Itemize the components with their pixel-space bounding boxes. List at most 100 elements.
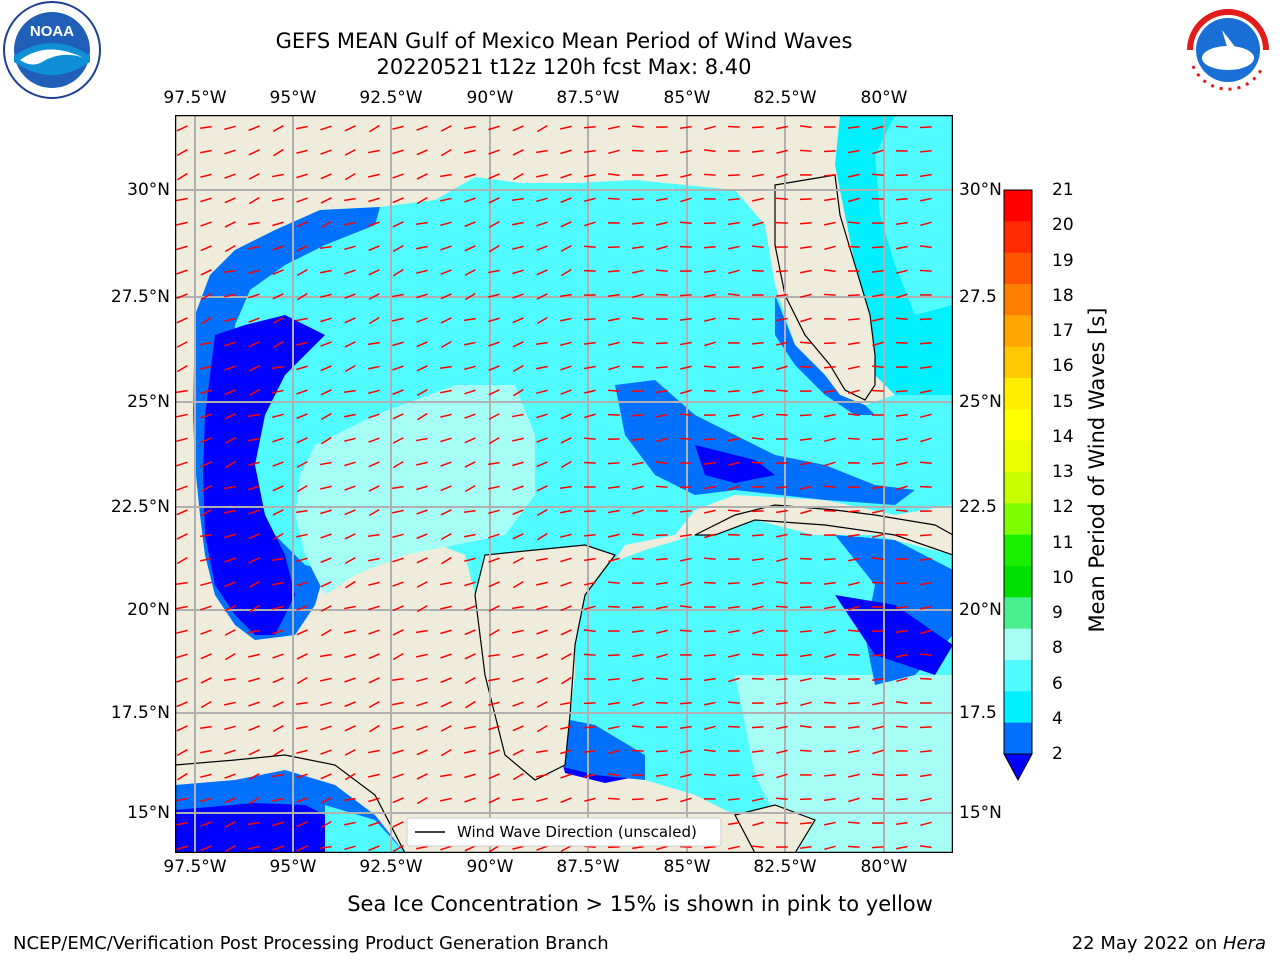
wind-arrow-473 [775, 462, 788, 465]
wind-arrow-542 [895, 509, 908, 513]
wind-arrow-658 [607, 605, 620, 608]
wind-arrow-93 [871, 173, 884, 176]
wind-arrow-38 [320, 149, 332, 155]
wind-arrow-448 [176, 461, 188, 467]
wind-arrow-46 [512, 149, 524, 156]
wind-arrow-462 [512, 461, 524, 467]
footer-date: 22 May 2022 on Hera [1072, 933, 1266, 954]
wind-arrow-201 [392, 268, 404, 277]
wind-arrow-758 [703, 677, 716, 682]
wind-arrow-746 [416, 677, 428, 683]
wind-arrow-173 [488, 244, 500, 253]
wind-arrow-803 [248, 725, 260, 732]
wind-arrow-882 [607, 773, 620, 777]
wind-arrow-972 [464, 845, 476, 852]
wind-arrow-433 [583, 437, 596, 441]
wind-arrow-797 [872, 701, 884, 706]
wind-arrow-810 [416, 725, 428, 731]
wind-arrow-891 [823, 773, 836, 777]
wind-arrow-172 [464, 245, 476, 252]
wind-arrow-246 [704, 293, 716, 298]
wind-arrow-748 [464, 677, 476, 685]
wind-arrow-163 [248, 245, 260, 250]
wind-arrow-353 [200, 389, 212, 395]
wind-arrow-302 [512, 341, 524, 348]
wind-arrow-528 [560, 509, 572, 514]
wind-arrow-379 [823, 389, 836, 393]
wind-arrow-189 [871, 246, 884, 249]
wind-arrow-303 [535, 341, 548, 345]
wind-arrow-115 [631, 198, 644, 201]
wind-arrow-312 [751, 341, 764, 345]
wind-arrow-323 [248, 365, 260, 372]
wind-arrow-723 [632, 653, 644, 658]
wind-arrow-837 [296, 749, 308, 754]
wind-arrow-509 [871, 485, 884, 490]
wind-arrow-493 [488, 485, 500, 490]
wind-arrow-270 [512, 317, 524, 324]
wind-arrow-242 [607, 293, 620, 297]
wind-arrow-549 [296, 533, 308, 538]
wind-arrow-367 [536, 389, 548, 394]
wind-arrow-743 [344, 677, 356, 683]
wind-arrow-777 [392, 701, 404, 706]
wind-arrow-147 [631, 221, 644, 225]
wind-arrow-802 [224, 725, 236, 731]
wind-arrow-444 [847, 437, 860, 440]
wind-arrow-110 [511, 197, 524, 201]
wind-arrow-870 [320, 773, 332, 780]
wind-arrow-878 [512, 773, 524, 781]
wind-arrow-585 [392, 557, 404, 563]
wind-arrow-552 [367, 533, 380, 537]
wind-arrow-865 [200, 773, 212, 778]
wind-arrow-893 [871, 773, 884, 776]
wind-arrow-372 [655, 389, 668, 394]
wind-arrow-423 [344, 437, 356, 442]
wind-arrow-47 [535, 149, 548, 154]
wind-arrow-308 [655, 342, 668, 345]
wind-arrow-605 [871, 557, 884, 561]
wind-arrow-822 [704, 725, 716, 731]
wind-arrow-410 [799, 414, 812, 417]
wind-arrow-404 [656, 413, 668, 418]
wind-arrow-561 [583, 533, 596, 537]
wind-arrow-449 [200, 461, 212, 468]
wind-arrow-464 [560, 461, 572, 469]
wind-arrow-558 [512, 533, 524, 540]
wind-arrow-193 [200, 269, 212, 276]
wind-arrow-296 [367, 341, 380, 346]
wind-arrow-691 [631, 629, 644, 633]
wind-arrow-860 [848, 749, 860, 754]
wind-arrow-165 [296, 245, 308, 252]
wind-arrow-451 [248, 461, 260, 466]
wind-arrow-168 [368, 245, 380, 252]
wind-arrow-703 [920, 629, 932, 635]
wind-arrow-478 [896, 461, 908, 466]
colorbar-block-9 [1004, 472, 1032, 504]
wind-arrow-258 [224, 317, 236, 322]
wind-arrow-10 [416, 125, 428, 131]
sea-ice-note: Sea Ice Concentration > 15% is shown in … [347, 892, 933, 916]
wind-arrow-537 [775, 509, 788, 514]
wind-arrow-465 [583, 461, 596, 464]
wind-arrow-607 [919, 557, 932, 561]
wind-arrow-227 [248, 293, 260, 299]
wind-arrow-104 [368, 197, 380, 203]
wind-arrow-591 [536, 557, 548, 562]
wind-arrow-768 [176, 701, 188, 708]
wind-arrow-976 [560, 845, 572, 852]
wind-arrow-586 [416, 557, 428, 564]
wind-arrow-217 [775, 270, 788, 273]
wind-arrow-565 [679, 533, 692, 538]
wind-arrow-26 [799, 125, 812, 129]
wind-arrow-847 [535, 749, 548, 754]
wind-arrow-683 [440, 629, 452, 635]
wind-arrow-655 [536, 605, 548, 611]
wind-arrow-851 [631, 749, 644, 752]
wind-arrow-162 [224, 245, 236, 253]
wind-arrow-463 [536, 461, 548, 468]
wind-arrow-285 [872, 317, 884, 322]
wind-arrow-329 [392, 365, 404, 371]
wind-arrow-454 [320, 461, 332, 466]
wind-arrow-709 [296, 653, 308, 660]
